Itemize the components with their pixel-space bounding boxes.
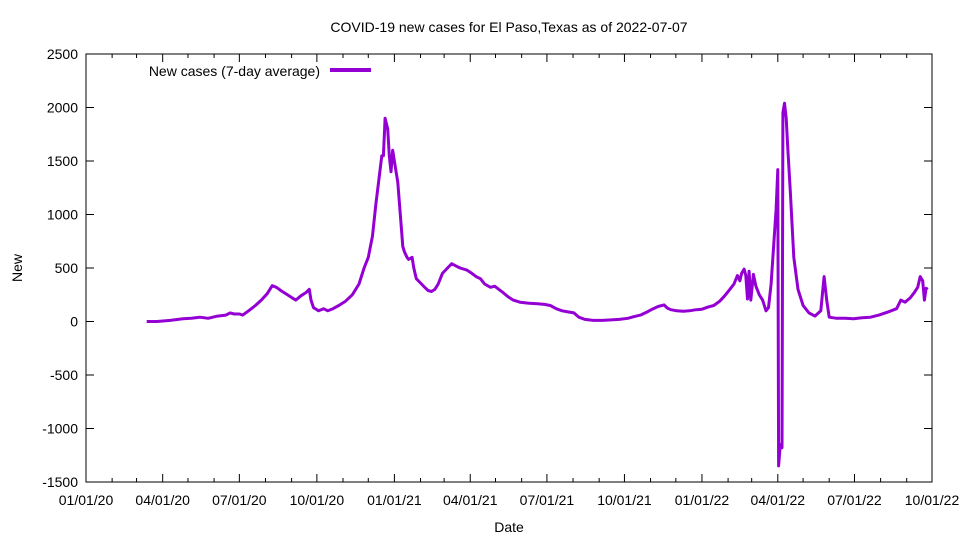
x-tick-label: 04/01/20 [135,492,190,508]
legend-label: New cases (7-day average) [149,63,320,79]
y-tick-label: 1000 [47,207,78,223]
x-tick-label: 04/01/22 [751,492,806,508]
series-line-new-cases [146,101,929,468]
plot-frame [85,53,933,483]
x-tick-label: 07/01/21 [520,492,575,508]
y-tick-label: -1000 [42,421,78,437]
x-tick-label: 04/01/21 [443,492,498,508]
chart-title: COVID-19 new cases for El Paso,Texas as … [330,19,687,35]
x-tick-label: 10/01/22 [905,492,960,508]
x-tick-labels: 01/01/20 04/01/20 07/01/20 10/01/20 01/01/21… [59,492,960,508]
x-axis-label: Date [494,519,524,535]
y-tick-label: -500 [50,367,78,383]
x-tick-label: 01/01/20 [59,492,114,508]
x-tick-label: 01/01/21 [367,492,422,508]
legend: New cases (7-day average) [149,63,371,79]
y-tick-label: 0 [70,314,78,330]
axis-ticks [85,53,933,483]
y-axis-label: New [9,253,25,282]
x-tick-label: 07/01/22 [827,492,882,508]
y-tick-label: 1500 [47,153,78,169]
y-tick-label: 500 [55,260,79,276]
x-tick-label: 07/01/20 [212,492,267,508]
y-tick-labels: -1500 -1000 -500 0 500 1000 1500 2000 2500 [42,46,78,490]
x-tick-label: 10/01/20 [290,492,345,508]
x-tick-label: 01/01/22 [675,492,730,508]
x-tick-label: 10/01/21 [597,492,652,508]
y-tick-label: 2000 [47,100,78,116]
y-tick-label: 2500 [47,46,78,62]
y-tick-label: -1500 [42,474,78,490]
